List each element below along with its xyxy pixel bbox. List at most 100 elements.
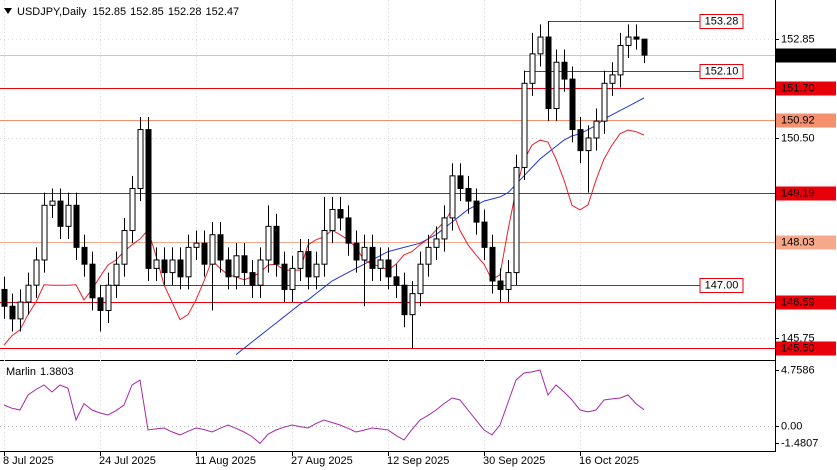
y-tick-label: -1.4807 [781, 437, 818, 449]
candle-body-up [617, 44, 624, 76]
level-label-box [776, 295, 836, 310]
level-label: 148.03 [781, 236, 815, 248]
candle-body-up [121, 230, 128, 265]
candle-body-down [633, 36, 640, 40]
menu-arrow[interactable] [4, 8, 12, 14]
candle-body-up [513, 166, 520, 274]
level-label-box [776, 81, 836, 96]
candle-body-down [145, 129, 152, 269]
level-label-box [776, 186, 836, 201]
candle-body-up [585, 137, 592, 152]
level-label: 146.59 [781, 296, 815, 308]
moving-average [235, 97, 645, 355]
y-tick-label: 145.75 [781, 332, 815, 344]
candle-body-up [257, 259, 264, 286]
chart-header: USDJPY,Daily 152.85 152.85 152.28 152.47 [17, 6, 239, 18]
candle-body-up [321, 230, 328, 265]
candle-body-up [529, 53, 536, 84]
candle-body-up [265, 225, 272, 261]
x-tick-label: 8 Jul 2025 [3, 455, 54, 467]
candle-body-down [353, 242, 360, 261]
candle-body-down [225, 259, 232, 278]
x-tick-label: 16 Oct 2025 [579, 455, 639, 467]
candle-body-down [561, 61, 568, 80]
candle-body-down [97, 297, 104, 311]
candle-body-up [537, 36, 544, 55]
candle-body-down [497, 280, 504, 290]
level-label-box [699, 14, 744, 29]
level-label: 149.19 [781, 187, 815, 199]
x-tick-label: 27 Aug 2025 [291, 455, 353, 467]
candle-body-up [297, 251, 304, 269]
candle-body-up [377, 259, 384, 269]
candle-body-down [401, 284, 408, 316]
candle-body-down [569, 78, 576, 131]
candle-body-up [505, 272, 512, 290]
candle-body-up [153, 259, 160, 269]
chart-title: USDJPY,Daily [17, 6, 87, 18]
low-value: 152.28 [168, 6, 202, 18]
candle-body-down [473, 200, 480, 223]
candle-body-up [425, 246, 432, 265]
close-value: 152.47 [205, 6, 239, 18]
x-tick-label: 11 Aug 2025 [195, 455, 256, 467]
candle-body-up [169, 259, 176, 274]
level-label: 153.28 [705, 15, 739, 27]
candle-body-down [481, 221, 488, 248]
candle-body-down [465, 187, 472, 202]
candle-body-up [521, 82, 528, 168]
candle-body-down [337, 208, 344, 219]
candle-body-down [89, 263, 96, 299]
candle-body-down [177, 259, 184, 278]
candle-body-down [241, 255, 248, 274]
candle-body-up [233, 255, 240, 278]
candle-body-up [105, 284, 112, 311]
indicator-value: 1.3803 [40, 366, 74, 378]
candle-body-up [25, 284, 32, 303]
candle-body-up [65, 204, 72, 227]
y-tick-label: 152.85 [781, 33, 815, 45]
candle-body-up [441, 217, 448, 240]
candle-body-up [329, 208, 336, 232]
candle-body-down [457, 175, 464, 189]
open-value: 152.85 [93, 6, 127, 18]
candle-body-up [289, 267, 296, 290]
level-label-box [699, 278, 744, 293]
candle-body-up [601, 82, 608, 122]
level-label-box [776, 235, 836, 250]
candle-body-up [113, 263, 120, 286]
candle-body-up [417, 263, 424, 295]
candle-body-down [393, 276, 400, 286]
candle-body-down [345, 217, 352, 244]
level-label: 151.70 [781, 82, 815, 94]
candle-body-down [249, 272, 256, 286]
candle-body-down [385, 259, 392, 278]
candle-body-down [81, 246, 88, 265]
candle-body-up [33, 259, 40, 286]
x-tick-label: 30 Sep 2025 [483, 455, 545, 467]
candle-body-up [625, 36, 632, 46]
level-label: 150.92 [781, 114, 815, 126]
candle-body-down [305, 251, 312, 278]
candle-body-up [209, 234, 216, 265]
candle-body-up [41, 204, 48, 261]
candle-body-down [9, 305, 16, 320]
candle-body-up [609, 74, 616, 84]
candle-body-down [217, 234, 224, 261]
candle-body-down [273, 225, 280, 265]
candle-body-down [73, 204, 80, 248]
level-label-box [699, 64, 744, 79]
indicator-title: Marlin [6, 366, 36, 378]
candle-body-up [313, 263, 320, 278]
x-tick-label: 12 Sep 2025 [387, 455, 449, 467]
y-tick-label: 4.7586 [781, 364, 815, 376]
candle-body-up [361, 246, 368, 261]
candle-body-down [1, 288, 8, 307]
candle-body-down [577, 129, 584, 152]
high-value: 152.85 [130, 6, 164, 18]
y-tick-label: 150.50 [781, 132, 815, 144]
candle-body-up [185, 246, 192, 278]
